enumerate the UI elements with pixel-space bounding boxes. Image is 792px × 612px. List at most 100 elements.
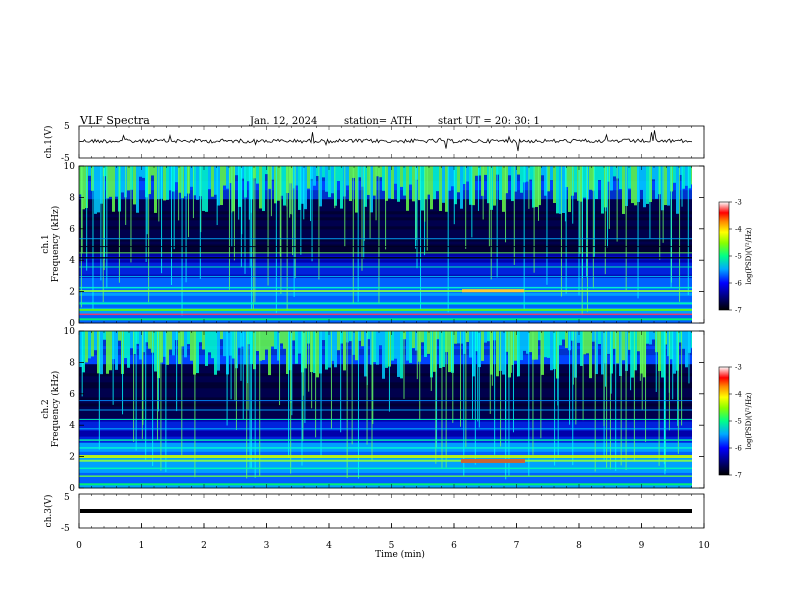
spectrogram-streak (687, 166, 689, 296)
spectrogram-cell (499, 166, 502, 200)
spectrogram-streak (288, 331, 290, 458)
spectrogram-cell (484, 331, 487, 343)
spectrogram-cell (331, 166, 334, 194)
spectrogram-streak (512, 331, 514, 433)
spectrogram-band (79, 436, 704, 441)
spectrogram-band (79, 367, 704, 371)
time-tick-label: 9 (639, 541, 645, 551)
spectrogram-band (79, 292, 704, 297)
spectrogram-cell (121, 166, 124, 193)
spectrogram-cell (166, 331, 169, 365)
spectrogram-cell (463, 331, 466, 354)
spectrogram-cell (340, 166, 343, 209)
spectrogram-line (79, 302, 692, 305)
spectrogram-band (79, 238, 704, 242)
spectrogram-cell (619, 166, 622, 190)
spectrogram-cell (301, 166, 304, 204)
spectrogram-cell (652, 331, 655, 340)
spectrogram-cell (322, 331, 325, 341)
spectrogram-cell (448, 166, 451, 191)
spectrogram-cell (661, 331, 664, 378)
spectrogram-streak (639, 331, 641, 381)
spectrogram-streak (388, 331, 390, 412)
spectrogram-streak (450, 331, 452, 372)
spectrogram-cell (550, 166, 553, 181)
spectrogram-cell (634, 166, 637, 206)
spectrogram-cell (163, 166, 166, 201)
spectrogram-streak (142, 331, 144, 425)
spectrogram-band (79, 280, 704, 285)
spectrogram-band (79, 235, 704, 239)
ch2-spectrogram-ytick-label: 0 (69, 484, 75, 494)
spectrogram-streak (607, 166, 609, 248)
spectrogram-streak (420, 166, 422, 310)
spectrogram-cell (178, 166, 181, 193)
spectrogram-cell (325, 331, 328, 370)
spectrogram-streak (157, 331, 159, 441)
spectrogram-streak (250, 166, 252, 310)
ch2-colorbar-tick-label: -5 (735, 418, 742, 426)
spectrogram-streak (280, 166, 282, 294)
spectrogram-line (79, 286, 692, 289)
spectrogram-cell (106, 166, 109, 199)
spectrogram-streak (371, 331, 373, 462)
spectrogram-cell (580, 331, 583, 366)
ch2-colorbar-label: log(PSD)(V²/Hz) (745, 392, 753, 449)
spectrogram-cell (391, 331, 394, 361)
ch2-spectrogram-ylabel-channel: ch.2 (41, 399, 51, 418)
spectrogram-cell (109, 166, 112, 197)
spectrogram-streak (145, 331, 147, 460)
spectrogram-streak (303, 166, 305, 220)
ch1-spectrogram-ytick-label: 6 (69, 225, 75, 235)
date-label: Jan. 12, 2024 (249, 116, 317, 127)
spectrogram-streak (291, 331, 293, 416)
spectrogram-cell (412, 166, 415, 202)
spectrogram-cell (541, 166, 544, 176)
ch2-colorbar-tick-label: -7 (735, 472, 742, 480)
spectrogram-streak (664, 331, 666, 475)
ch2-spectrogram-ytick-label: 8 (69, 358, 75, 368)
spectrogram-cell (256, 166, 259, 184)
spectrogram-cell (283, 166, 286, 206)
spectrogram-cell (397, 331, 400, 377)
spectrogram-cell (568, 166, 571, 212)
spectrogram-streak (435, 331, 437, 464)
spectrogram-streak (482, 166, 484, 220)
spectrogram-cell (211, 166, 214, 197)
spectrogram-cell (223, 331, 226, 357)
spectrogram-cell (211, 331, 214, 359)
spectrogram-streak (240, 166, 242, 267)
spectrogram-band (79, 469, 704, 474)
time-tick-label: 6 (451, 541, 457, 551)
spectrogram-line (79, 467, 692, 470)
spectrogram-streak (133, 331, 135, 442)
spectrogram-streak (637, 166, 639, 299)
spectrogram-streak (511, 331, 513, 373)
spectrogram-streak (301, 331, 303, 466)
spectrogram-cell (427, 331, 430, 354)
spectrogram-cell (457, 331, 460, 344)
spectrogram-band (79, 229, 704, 233)
spectrogram-cell (409, 166, 412, 185)
spectrogram-cell (193, 166, 196, 196)
spectrogram-streak (658, 331, 660, 466)
spectrogram-streak (459, 331, 461, 427)
spectrogram-streak (361, 166, 363, 271)
spectrogram-band (79, 391, 704, 395)
spectrogram-streak (453, 166, 455, 225)
spectrogram-streak (603, 331, 605, 427)
ch1-colorbar-tick-label: -7 (735, 307, 742, 315)
spectrogram-cell (517, 166, 520, 175)
ch1-colorbar-tick-label: -6 (735, 280, 742, 288)
ch2-spectrogram-ytick-label: 6 (69, 390, 75, 400)
spectrogram-cell (313, 166, 316, 186)
spectrogram-cell (469, 166, 472, 205)
spectrogram-cell (310, 166, 313, 179)
spectrogram-cell (325, 166, 328, 192)
spectrogram-cell (670, 331, 673, 360)
spectrogram-cell (388, 166, 391, 199)
spectrogram-band (79, 214, 704, 218)
spectrogram-cell (97, 331, 100, 374)
spectrogram-streak (488, 166, 490, 247)
ch1-colorbar-tick-label: -5 (735, 253, 742, 261)
